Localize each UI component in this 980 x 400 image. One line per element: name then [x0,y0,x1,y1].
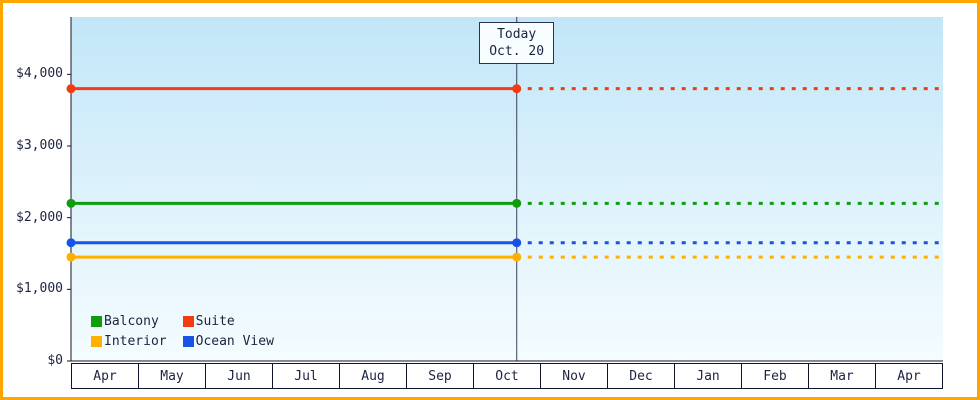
legend-swatch-balcony [91,316,102,327]
month-cell-feb: Feb [742,363,809,389]
legend-swatch-ocean-view [182,336,194,347]
y-axis-label: $3,000 [16,138,63,153]
month-cell-apr: Apr [876,363,943,389]
y-axis-label: $0 [47,353,63,368]
month-cell-aug: Aug [340,363,407,389]
month-cell-may: May [139,363,206,389]
y-axis-label: $4,000 [16,66,63,82]
month-cell-apr: Apr [71,363,139,389]
legend-swatch-suite [182,316,194,327]
month-cell-jul: Jul [273,363,340,389]
x-axis-months: Apr May Jun Jul Aug Sep Oct Nov Dec Jan Feb Mar Apr [71,363,943,389]
legend-item-ocean-view: Ocean View [182,334,274,349]
legend-item-interior: Interior [91,334,167,349]
month-cell-jan: Jan [675,363,742,389]
month-cell-sep: Sep [407,363,474,389]
today-flag-line2: Oct. 20 [489,44,545,59]
legend-label: Interior [104,334,167,349]
legend: Balcony Suite Interior Ocean View [91,314,274,349]
legend-label: Ocean View [195,334,274,349]
legend-item-suite: Suite [182,314,274,329]
legend-item-balcony: Balcony [91,314,167,329]
month-cell-nov: Nov [541,363,608,389]
month-cell-mar: Mar [809,363,876,389]
plot-area [71,17,943,361]
y-axis-label: $2,000 [16,209,63,225]
month-cell-jun: Jun [206,363,273,389]
y-axis-label: $1,000 [16,281,63,297]
month-cell-oct: Oct [474,363,541,389]
legend-label: Suite [195,314,235,329]
month-cell-dec: Dec [608,363,675,389]
today-flag-line1: Today [497,27,537,42]
legend-label: Balcony [104,314,159,329]
today-flag: Today Oct. 20 [479,22,555,64]
legend-swatch-interior [91,336,102,347]
